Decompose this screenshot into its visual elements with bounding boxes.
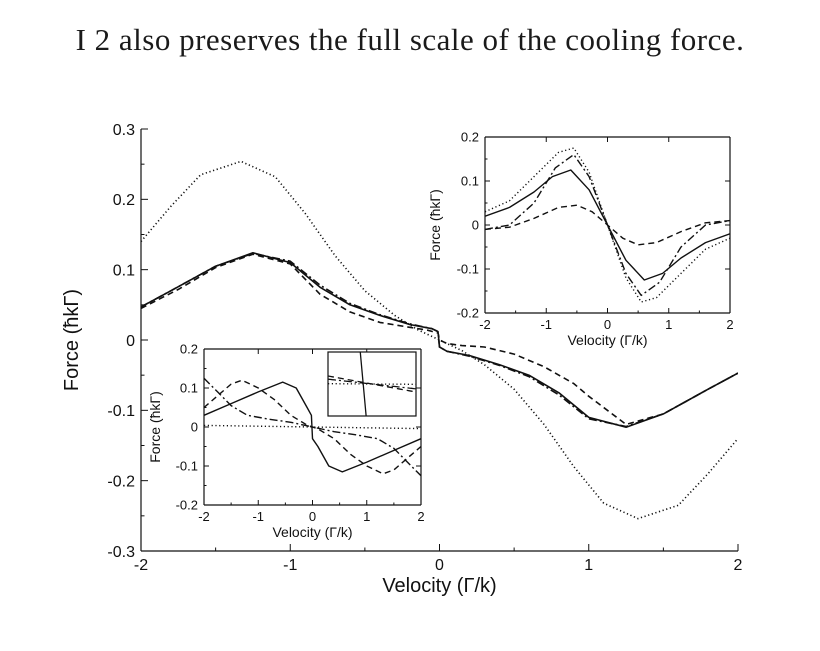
x-tick-label: 2 (726, 317, 733, 332)
y-axis-label: Force (ħkΓ) (427, 189, 443, 261)
x-tick-label: -2 (198, 509, 210, 524)
y-tick-label: -0.2 (457, 306, 479, 321)
zoom-series-dashed (328, 375, 416, 393)
series-line-dashed (141, 253, 738, 426)
series-line-dashdot (141, 252, 738, 428)
y-tick-label: 0.2 (180, 342, 198, 357)
series-group (485, 147, 730, 303)
x-tick-label: 1 (665, 317, 672, 332)
series-line-dotted (141, 160, 738, 520)
x-tick-label: -2 (134, 557, 148, 574)
y-tick-label: -0.2 (107, 473, 135, 490)
series-group (204, 377, 421, 477)
series-group (141, 160, 738, 520)
zoom-inset-box (327, 351, 417, 417)
y-tick-label: 0.1 (113, 262, 135, 279)
inset-chart-top-right: -2 -1 0 1 2 -0.2 -0.1 0 0.1 0.2 Velocity (Γ/k) Forc… (427, 130, 734, 348)
x-axis-label: Velocity (Γ/k) (567, 332, 647, 348)
x-tick-label: 2 (734, 557, 743, 574)
y-tick-label: -0.1 (176, 459, 198, 474)
x-tick-label: -1 (252, 509, 264, 524)
series-line-dotted (485, 147, 730, 303)
y-tick-label: -0.1 (107, 403, 135, 420)
y-axis-label: Force (ħkΓ) (61, 289, 83, 391)
y-tick-label: 0.3 (113, 122, 135, 139)
y-tick-label: 0 (126, 333, 135, 350)
series-line-dashdot (485, 153, 730, 297)
x-tick-label: 0 (309, 509, 316, 524)
caption-text: I 2 also preserves the full scale of the… (75, 22, 745, 57)
series-line-dashed (485, 204, 730, 246)
x-tick-label: 2 (417, 509, 424, 524)
y-tick-label: 0 (472, 218, 479, 233)
y-tick-label: 0.1 (461, 174, 479, 189)
x-tick-label: -2 (479, 317, 491, 332)
x-tick-label: -1 (283, 557, 297, 574)
y-tick-label: -0.1 (457, 262, 479, 277)
x-tick-label: 0 (604, 317, 611, 332)
x-tick-label: -1 (540, 317, 552, 332)
y-tick-label: 0.2 (113, 192, 135, 209)
main-chart: -2 -1 0 1 2 -0.3 -0.2 -0.1 0 0.1 0.2 0.3 Velocity (Γ… (61, 122, 743, 597)
y-tick-label: -0.2 (176, 498, 198, 513)
x-axis-label: Velocity (Γ/k) (382, 575, 496, 597)
x-tick-label: 1 (363, 509, 370, 524)
y-tick-label: 0.2 (461, 130, 479, 145)
zoom-series-dotted (328, 383, 416, 385)
inset-chart-bottom-left: -2 -1 0 1 2 -0.2 -0.1 0 0.1 0.2 Velocity (Γ/k) Forc… (147, 342, 425, 540)
y-tick-label: -0.3 (107, 544, 135, 561)
y-axis-label: Force (ħkΓ) (147, 391, 163, 463)
series-line-dashed (204, 379, 421, 475)
y-tick-label: 0.1 (180, 381, 198, 396)
x-axis-label: Velocity (Γ/k) (272, 524, 352, 540)
y-tick-label: 0 (191, 420, 198, 435)
x-tick-label: 1 (584, 557, 593, 574)
x-tick-label: 0 (435, 557, 444, 574)
